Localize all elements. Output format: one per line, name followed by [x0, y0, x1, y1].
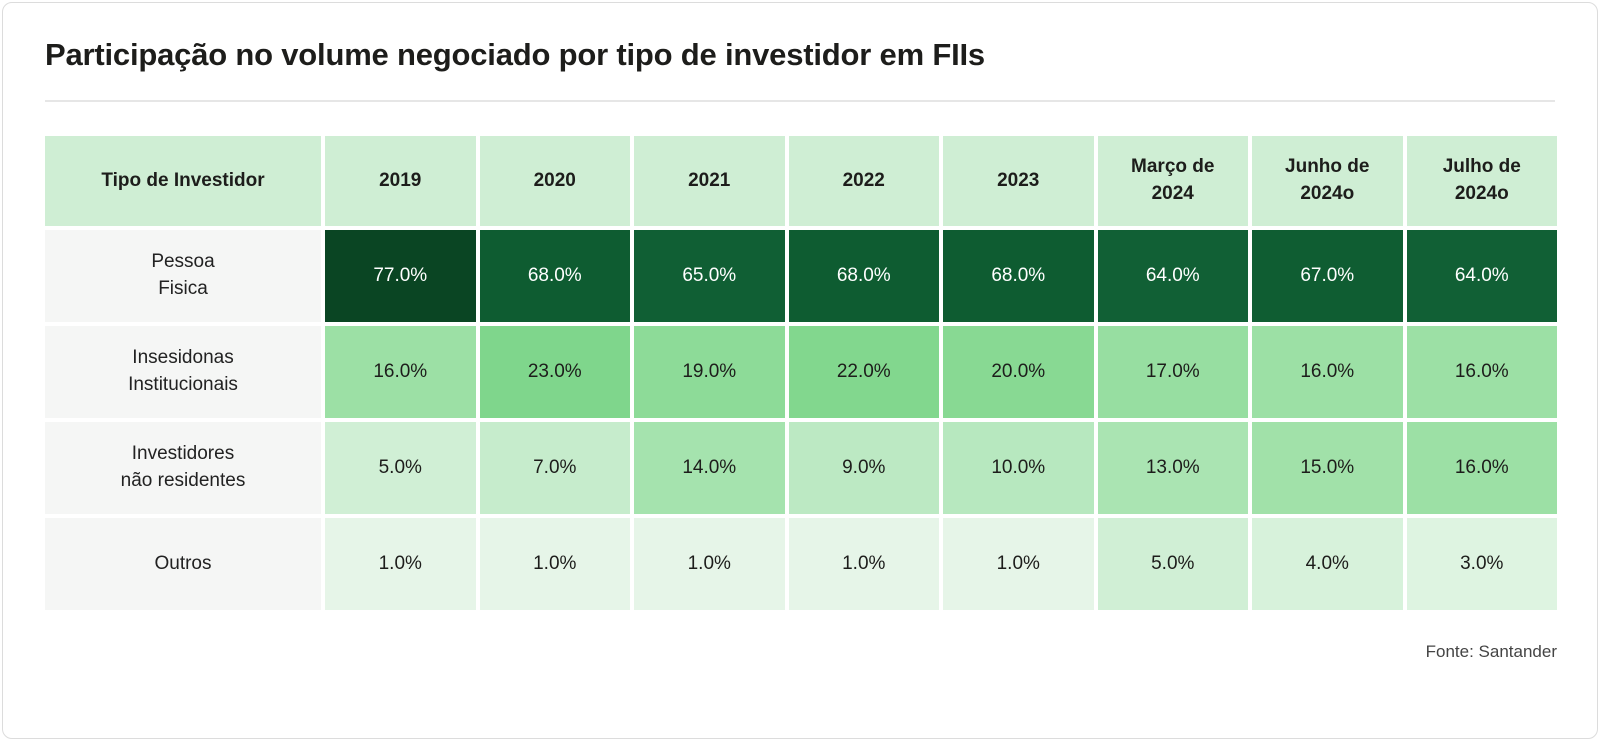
heatmap-table: Tipo de Investidor 2019 2020 2021 2022 2023 M… — [41, 132, 1561, 614]
value-cell: 22.0% — [788, 326, 939, 418]
value-cell: 10.0% — [943, 422, 1094, 514]
value-cell: 15.0% — [1252, 422, 1403, 514]
value-cell: 68.0% — [479, 230, 630, 322]
column-header-row-header: Tipo de Investidor — [45, 136, 321, 226]
value-cell: 17.0% — [1097, 326, 1248, 418]
column-header: 2020 — [479, 136, 630, 226]
value-cell: 1.0% — [325, 518, 476, 610]
header-row: Tipo de Investidor 2019 2020 2021 2022 2023 M… — [45, 136, 1557, 226]
value-cell: 9.0% — [788, 422, 939, 514]
column-header: 2022 — [788, 136, 939, 226]
row-label: Pessoa Fisica — [45, 230, 321, 322]
value-cell: 68.0% — [788, 230, 939, 322]
row-label: Investidores não residentes — [45, 422, 321, 514]
source-note: Fonte: Santander — [1425, 642, 1557, 661]
value-cell: 7.0% — [479, 422, 630, 514]
row-label: Outros — [45, 518, 321, 610]
value-cell: 1.0% — [943, 518, 1094, 610]
column-header: Julho de 2024o — [1406, 136, 1557, 226]
title-divider — [45, 100, 1555, 102]
value-cell: 4.0% — [1252, 518, 1403, 610]
value-cell: 77.0% — [325, 230, 476, 322]
value-cell: 23.0% — [479, 326, 630, 418]
table-body: Pessoa Fisica 77.0% 68.0% 65.0% 68.0% 68.0% 64.… — [45, 230, 1557, 610]
value-cell: 1.0% — [479, 518, 630, 610]
value-cell: 16.0% — [1406, 326, 1557, 418]
page-title: Participação no volume negociado por tip… — [45, 37, 985, 72]
value-cell: 1.0% — [788, 518, 939, 610]
table-row: Investidores não residentes 5.0% 7.0% 14.0% 9… — [45, 422, 1557, 514]
value-cell: 5.0% — [1097, 518, 1248, 610]
table-row: Insesidonas Institucionais 16.0% 23.0% 19.0%… — [45, 326, 1557, 418]
value-cell: 16.0% — [1252, 326, 1403, 418]
value-cell: 3.0% — [1406, 518, 1557, 610]
value-cell: 14.0% — [634, 422, 785, 514]
value-cell: 64.0% — [1097, 230, 1248, 322]
value-cell: 67.0% — [1252, 230, 1403, 322]
column-header: 2021 — [634, 136, 785, 226]
column-header: 2023 — [943, 136, 1094, 226]
value-cell: 19.0% — [634, 326, 785, 418]
value-cell: 68.0% — [943, 230, 1094, 322]
value-cell: 5.0% — [325, 422, 476, 514]
value-cell: 65.0% — [634, 230, 785, 322]
column-header: 2019 — [325, 136, 476, 226]
value-cell: 1.0% — [634, 518, 785, 610]
column-header: Junho de 2024o — [1252, 136, 1403, 226]
column-header: Março de 2024 — [1097, 136, 1248, 226]
value-cell: 64.0% — [1406, 230, 1557, 322]
table-row: Pessoa Fisica 77.0% 68.0% 65.0% 68.0% 68.0% 64.… — [45, 230, 1557, 322]
table-row: Outros 1.0% 1.0% 1.0% 1.0% 1.0% 5.0% 4.0% 3.0% — [45, 518, 1557, 610]
value-cell: 13.0% — [1097, 422, 1248, 514]
value-cell: 20.0% — [943, 326, 1094, 418]
value-cell: 16.0% — [325, 326, 476, 418]
row-label: Insesidonas Institucionais — [45, 326, 321, 418]
value-cell: 16.0% — [1406, 422, 1557, 514]
